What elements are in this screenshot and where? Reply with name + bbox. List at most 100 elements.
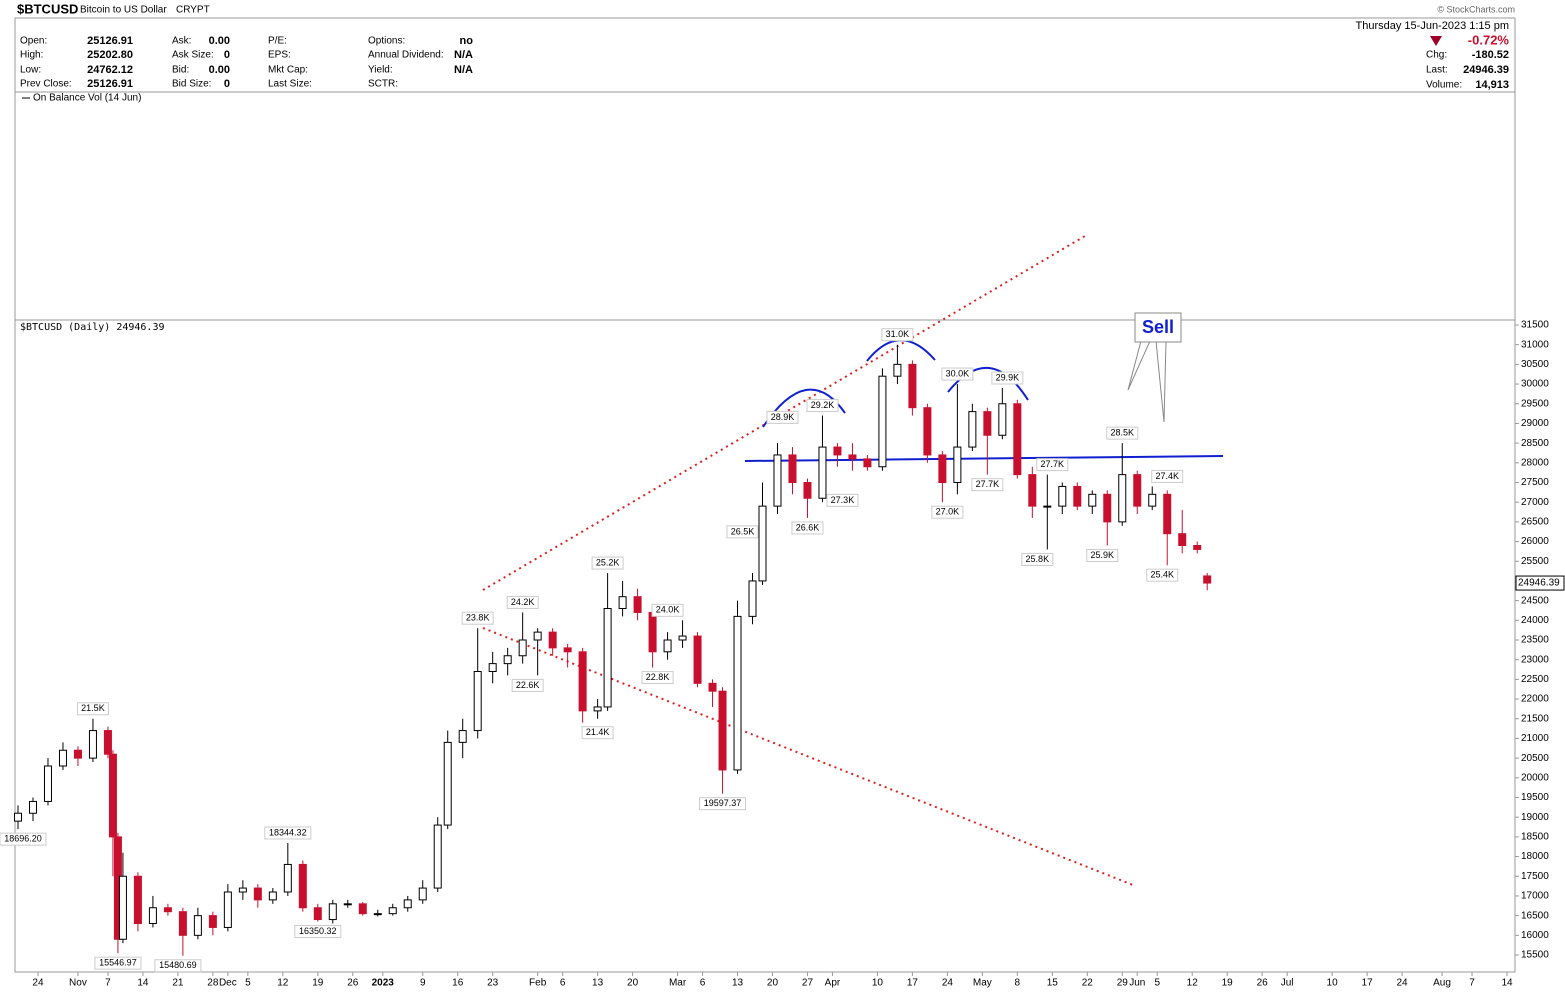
- y-tick-label: 29000: [1521, 418, 1549, 429]
- candle-body: [1163, 493, 1172, 535]
- point-label: 22.6K: [516, 680, 540, 690]
- field-value: 25126.91: [87, 35, 133, 47]
- x-tick-label: 13: [732, 978, 744, 989]
- copyright: © StockCharts.com: [1437, 4, 1515, 14]
- candle-body: [998, 403, 1007, 436]
- x-tick-label: 20: [767, 978, 779, 989]
- candle-body: [1178, 533, 1187, 546]
- label-box: [581, 726, 614, 740]
- point-label: 15546.97: [99, 958, 137, 968]
- candle-body: [618, 596, 627, 609]
- y-tick-label: 21000: [1521, 733, 1549, 744]
- point-label: 31.0K: [886, 329, 910, 339]
- candle-body: [343, 903, 352, 906]
- candle-body: [1193, 545, 1202, 550]
- symbol: $BTCUSD: [17, 1, 78, 16]
- candle-body: [108, 753, 117, 838]
- candle-body: [503, 655, 512, 665]
- x-tick-label: Jul: [1281, 978, 1294, 989]
- label-box: [651, 603, 684, 617]
- field-value: -180.52: [1472, 49, 1509, 61]
- candle-body: [1118, 474, 1127, 523]
- y-tick-label: 28000: [1521, 457, 1549, 468]
- candle-body: [73, 749, 82, 759]
- x-tick-label: 2023: [372, 978, 395, 989]
- label-box: [1021, 552, 1054, 566]
- point-label: 26.5K: [731, 526, 755, 536]
- point-label: 24.0K: [656, 605, 680, 615]
- candle-body: [1073, 485, 1082, 507]
- y-tick-label: 19500: [1521, 792, 1549, 803]
- field-value: no: [460, 35, 474, 47]
- y-tick-label: 16000: [1521, 930, 1549, 941]
- label-box: [154, 959, 202, 973]
- candle-body: [848, 454, 857, 460]
- y-tick-label: 30500: [1521, 359, 1549, 370]
- candle-body: [563, 647, 572, 653]
- price-label: $BTCUSD (Daily) 24946.39: [20, 322, 165, 333]
- field-value: 0: [224, 78, 230, 90]
- field-label: High:: [20, 50, 43, 61]
- y-tick-label: 18500: [1521, 832, 1549, 843]
- candle-body: [28, 800, 37, 814]
- label-box: [1146, 568, 1179, 582]
- y-tick-label: 25500: [1521, 556, 1549, 567]
- field-label: SCTR:: [368, 79, 398, 90]
- label-box: [76, 702, 109, 716]
- label-box: [1151, 469, 1184, 483]
- candle-body: [328, 903, 337, 921]
- point-label: 18696.20: [4, 834, 42, 844]
- label-box: [791, 521, 824, 535]
- candle-body: [253, 887, 262, 901]
- candle-body: [923, 407, 932, 456]
- candle-body: [733, 615, 742, 771]
- point-label: 27.4K: [1155, 471, 1179, 481]
- symbol-name: Bitcoin to US Dollar: [80, 5, 167, 16]
- candle-body: [43, 765, 52, 802]
- x-tick-label: 26: [347, 978, 359, 989]
- x-tick-label: 5: [245, 978, 251, 989]
- y-tick-label: 24500: [1521, 595, 1549, 606]
- candle-body: [208, 915, 217, 928]
- candle-body: [968, 411, 977, 448]
- label-box: [806, 399, 839, 413]
- field-value: 14,913: [1475, 79, 1509, 91]
- field-value: 24762.12: [87, 64, 133, 76]
- point-label: 21.4K: [586, 727, 610, 737]
- y-tick-label: 26000: [1521, 536, 1549, 547]
- y-tick-label: 17500: [1521, 871, 1549, 882]
- label-box: [699, 797, 747, 811]
- x-tick-label: 14: [137, 978, 149, 989]
- x-tick-label: 14: [1501, 978, 1513, 989]
- candle-body: [953, 446, 962, 483]
- y-tick-label: 26500: [1521, 517, 1549, 528]
- x-tick-label: 9: [420, 978, 426, 989]
- candle-body: [818, 446, 827, 499]
- candle-body: [678, 635, 687, 641]
- candle-body: [788, 454, 797, 483]
- x-tick-label: 21: [172, 978, 184, 989]
- candle-body: [458, 730, 467, 743]
- field-value: 25126.91: [87, 78, 133, 90]
- x-tick-label: 19: [1222, 978, 1234, 989]
- candle-body: [268, 891, 277, 901]
- label-box: [931, 505, 964, 519]
- x-tick-label: 29: [1117, 978, 1129, 989]
- x-tick-label: 10: [1327, 978, 1339, 989]
- y-tick-label: 18000: [1521, 851, 1549, 862]
- candle-body: [358, 903, 367, 915]
- candle-body: [1148, 493, 1157, 507]
- x-tick-label: 12: [1187, 978, 1199, 989]
- x-tick-label: Nov: [69, 978, 87, 989]
- x-tick-label: 5: [1154, 978, 1160, 989]
- candle-body: [748, 580, 757, 617]
- x-tick-label: May: [973, 978, 992, 989]
- candle-body: [803, 482, 812, 499]
- point-label: 27.0K: [936, 507, 960, 517]
- obv-label: On Balance Vol (14 Jun): [33, 93, 141, 104]
- candle-body: [518, 639, 527, 657]
- label-box: [941, 367, 974, 381]
- point-label: 16350.32: [299, 926, 337, 936]
- point-label: 29.9K: [996, 372, 1020, 382]
- point-label: 22.8K: [646, 672, 670, 682]
